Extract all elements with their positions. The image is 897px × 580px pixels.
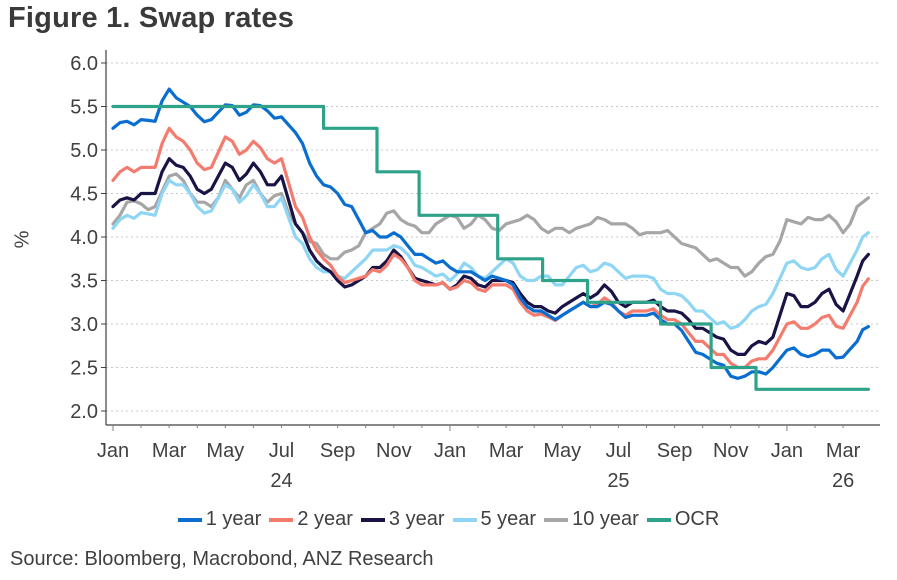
y-tick-label: 5.0	[70, 140, 98, 162]
legend-swatch-icon	[646, 517, 671, 522]
chart-plot: 6.0 5.5 5.0 4.5 4.0 3.5 3.0 2.5 2.0 Jan Mar May Jul S…	[70, 50, 880, 492]
legend-item-ocr: OCR	[646, 508, 720, 531]
legend-label: 1 year	[205, 508, 262, 530]
legend-item-1-year: 1 year	[177, 508, 262, 531]
legend: 1 year 2 year 3 year 5 year 10 year OCR	[0, 508, 897, 531]
y-tick-label: 6.0	[70, 53, 98, 75]
y-tick-label: 2.0	[70, 401, 98, 423]
x-year-label: 25	[607, 470, 629, 492]
x-tick-label: May	[543, 440, 581, 462]
x-tick-label: Jul	[269, 440, 295, 462]
tick-labels: 6.0 5.5 5.0 4.5 4.0 3.5 3.0 2.5 2.0 Jan Mar May Jul S…	[70, 53, 860, 492]
x-tick-label: Jan	[97, 440, 129, 462]
legend-swatch-icon	[544, 517, 569, 522]
legend-label: 10 year	[572, 508, 639, 530]
legend-label: OCR	[674, 508, 720, 530]
x-tick-label: Mar	[826, 440, 861, 462]
series-line-5-year	[111, 178, 870, 330]
legend-item-2-year: 2 year	[269, 508, 353, 531]
legend-label: 3 year	[388, 508, 445, 530]
series-lines	[111, 87, 870, 391]
x-tick-label: Nov	[713, 440, 749, 462]
legend-label: 5 year	[480, 508, 537, 530]
x-tick-label: Sep	[320, 440, 356, 462]
y-tick-label: 3.0	[70, 314, 98, 336]
axes	[101, 50, 880, 431]
legend-item-3-year: 3 year	[360, 508, 445, 531]
x-tick-label: Mar	[152, 440, 187, 462]
y-tick-label: 4.0	[70, 227, 98, 249]
legend-label: 2 year	[297, 508, 353, 530]
x-tick-label: Jan	[771, 440, 803, 462]
x-tick-label: May	[206, 440, 244, 462]
y-tick-label: 3.5	[70, 271, 98, 293]
legend-item-5-year: 5 year	[452, 508, 537, 531]
legend-swatch-icon	[177, 517, 202, 522]
x-tick-label: Jan	[434, 440, 466, 462]
x-year-label: 26	[832, 470, 854, 492]
y-tick-label: 4.5	[70, 184, 98, 206]
legend-item-10-year: 10 year	[544, 508, 639, 531]
chart-title: Figure 1. Swap rates	[8, 2, 295, 34]
y-tick-label: 2.5	[70, 358, 98, 380]
series-line-ocr	[111, 104, 870, 391]
series-line-1-year	[111, 87, 870, 380]
y-tick-label: 5.5	[70, 97, 98, 119]
legend-swatch-icon	[360, 517, 385, 522]
x-tick-label: Jul	[606, 440, 632, 462]
x-tick-label: Sep	[657, 440, 693, 462]
series-line-10-year	[111, 172, 870, 278]
legend-swatch-icon	[269, 517, 294, 522]
source-note: Source: Bloomberg, Macrobond, ANZ Resear…	[10, 548, 434, 570]
x-tick-label: Nov	[376, 440, 412, 462]
x-tick-label: Mar	[489, 440, 524, 462]
x-year-label: 24	[270, 470, 292, 492]
series-line-3-year	[111, 157, 870, 356]
legend-swatch-icon	[452, 517, 477, 522]
